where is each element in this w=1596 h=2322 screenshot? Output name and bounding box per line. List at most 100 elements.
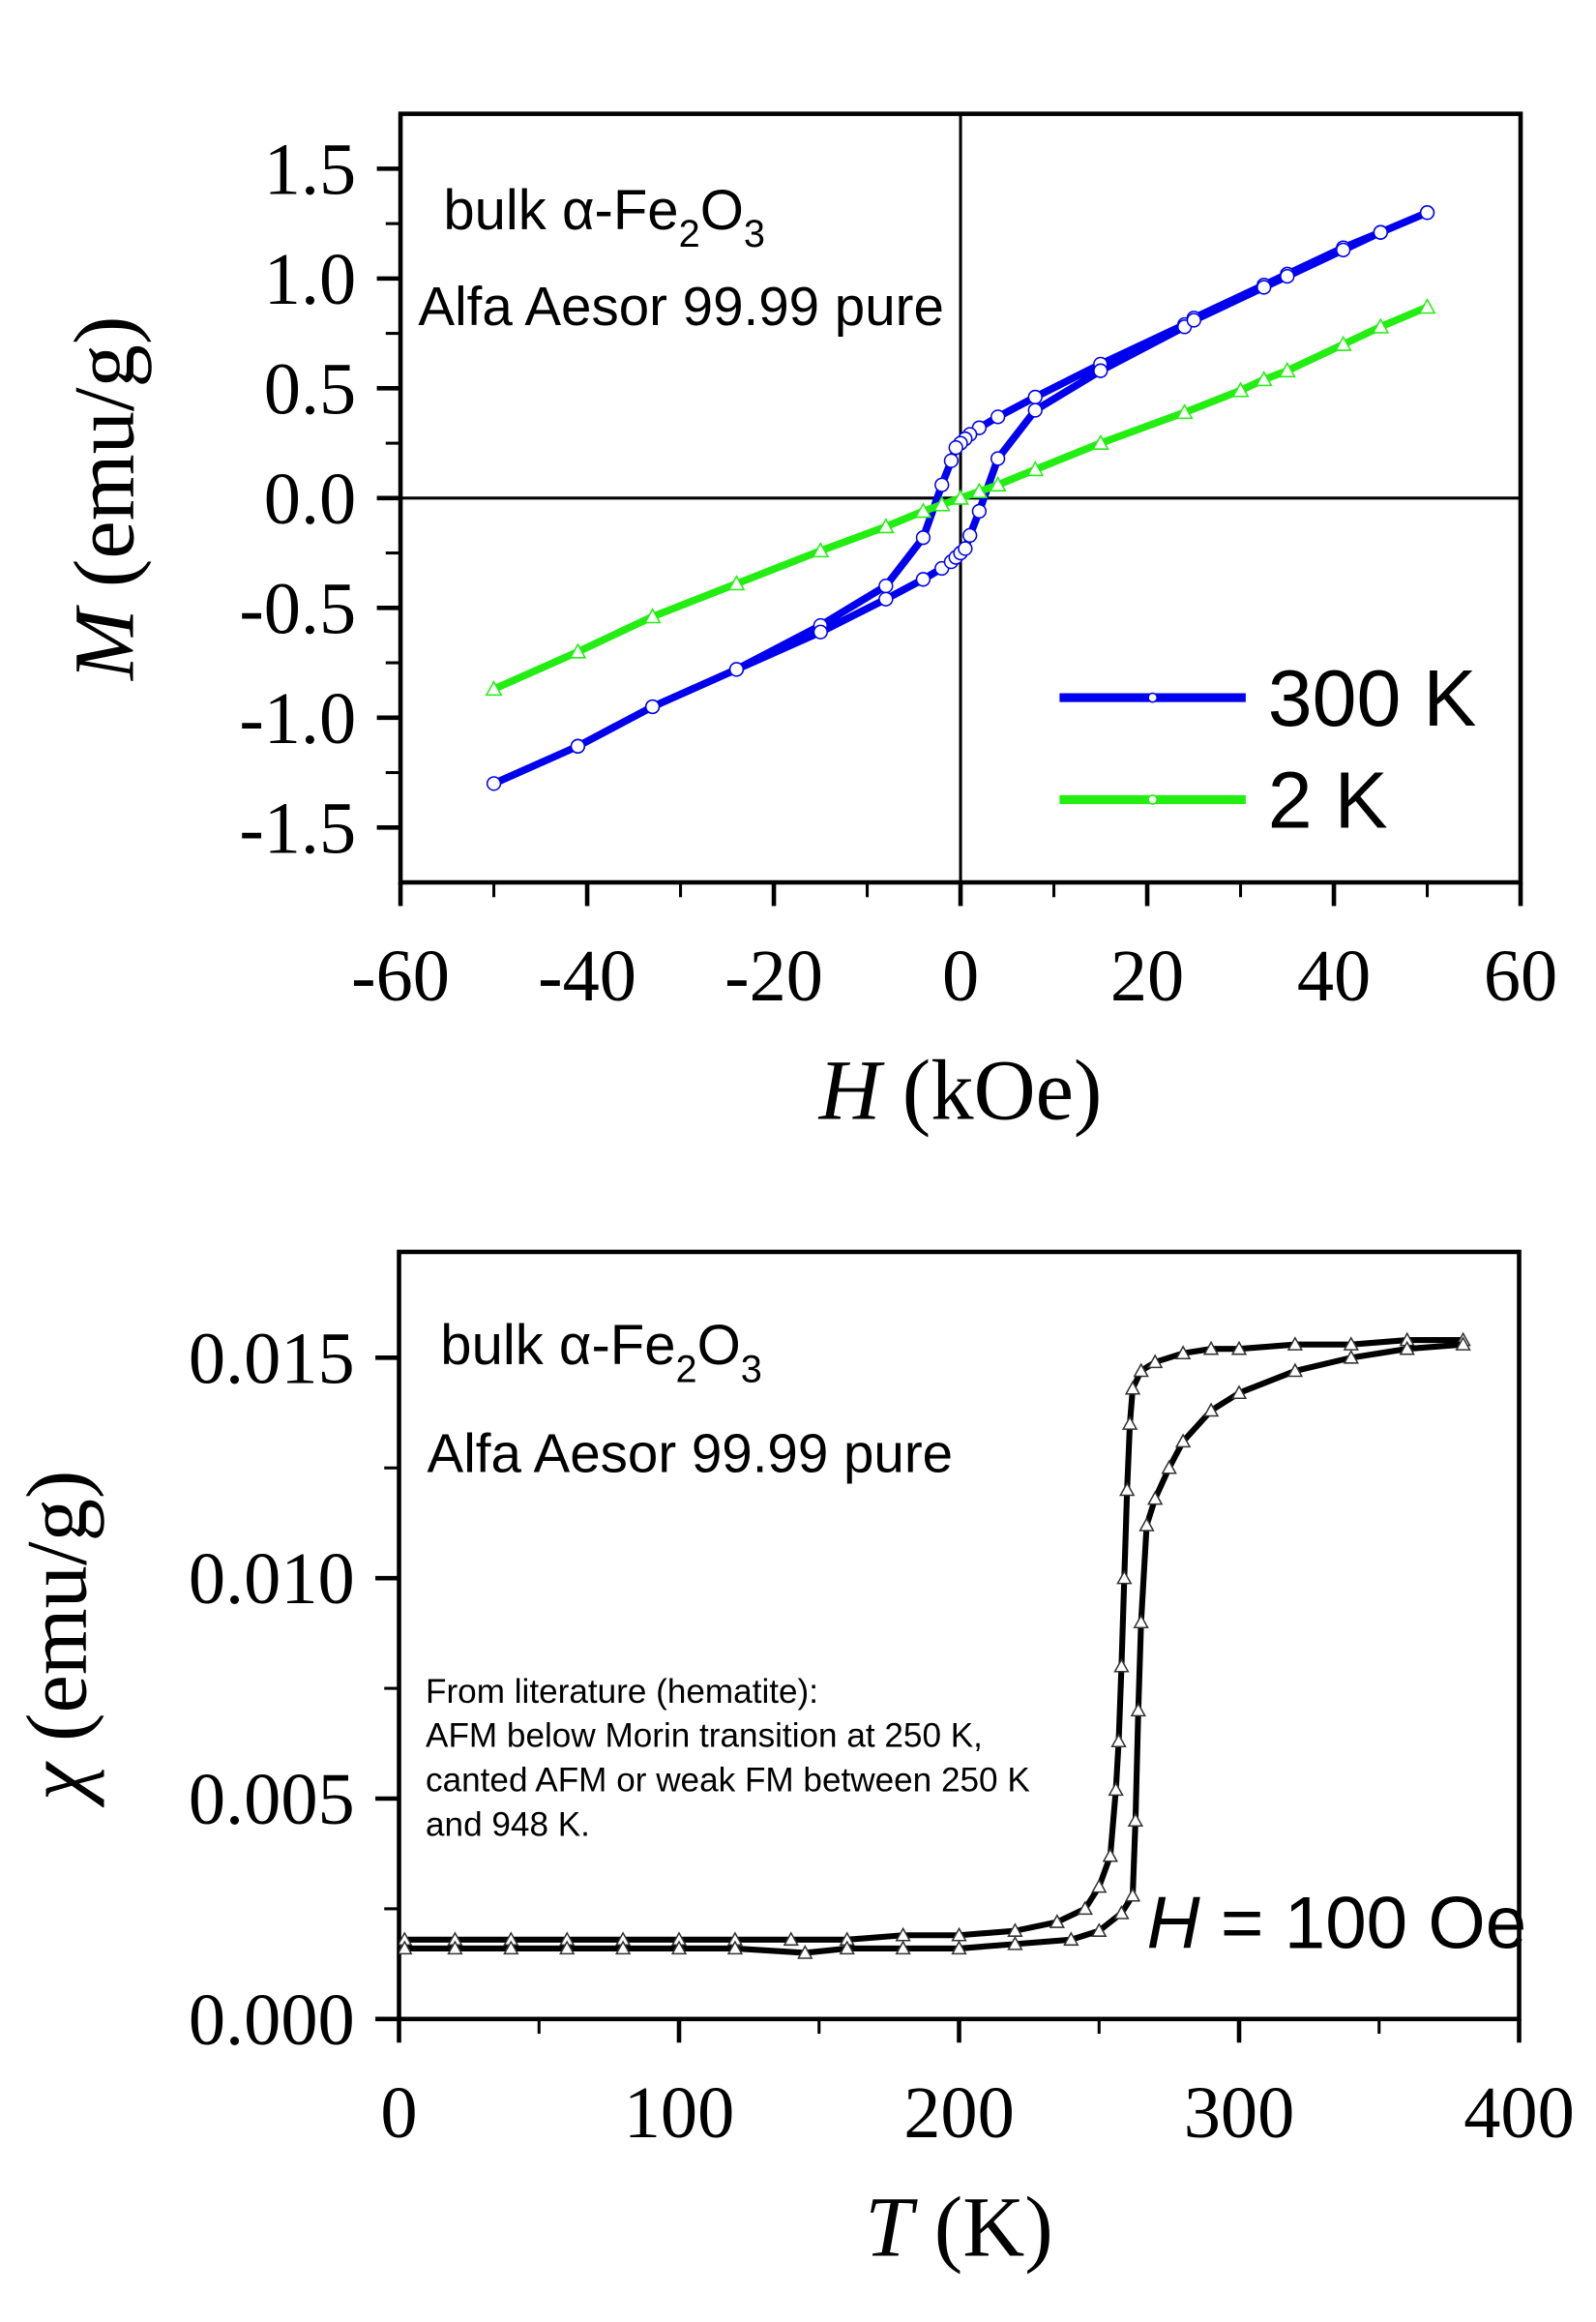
data-point bbox=[970, 482, 989, 498]
data-point bbox=[1202, 1340, 1220, 1355]
data-point bbox=[1455, 1336, 1471, 1351]
data-point bbox=[951, 1940, 967, 1955]
data-point bbox=[1280, 268, 1295, 284]
data-point bbox=[569, 642, 587, 659]
data-point bbox=[1146, 1490, 1164, 1505]
legend-label-1: 2 K bbox=[1268, 757, 1388, 846]
data-point bbox=[1230, 1384, 1248, 1400]
data-point bbox=[1077, 1900, 1093, 1916]
y-tick-label: 0.010 bbox=[189, 1537, 355, 1620]
data-point bbox=[783, 1931, 799, 1947]
data-point bbox=[1116, 1569, 1133, 1585]
data-point bbox=[1418, 298, 1436, 314]
data-point bbox=[1230, 1340, 1248, 1355]
data-point bbox=[1334, 335, 1352, 351]
data-point bbox=[971, 503, 987, 520]
data-point bbox=[1133, 1362, 1149, 1378]
x-tick-label: 200 bbox=[903, 2071, 1015, 2154]
data-point bbox=[948, 439, 963, 456]
data-point bbox=[962, 527, 978, 544]
data-point bbox=[1174, 1433, 1192, 1448]
x-axis-label-symbol: H bbox=[818, 1043, 885, 1138]
data-point bbox=[1093, 363, 1108, 378]
x-tick-label: 400 bbox=[1463, 2071, 1575, 2154]
y-axis-label-symbol: χ bbox=[11, 1761, 105, 1808]
data-point bbox=[1161, 1459, 1177, 1474]
data-point bbox=[895, 1940, 911, 1955]
series-group bbox=[399, 1331, 1471, 1959]
x-tick-label: 100 bbox=[624, 2071, 735, 2154]
data-point bbox=[726, 1940, 744, 1955]
subscript: 2 bbox=[679, 213, 700, 255]
chart-0: -60 -40 -20 0 20 40 60 1.5 1.0 0.5 0.0 -0.5 -1.0 -1.5… bbox=[58, 111, 1557, 1138]
data-point bbox=[1063, 1931, 1079, 1947]
data-point bbox=[1049, 1914, 1066, 1928]
data-point bbox=[1399, 1340, 1415, 1355]
x-tick-label: -20 bbox=[724, 935, 823, 1017]
data-point bbox=[1186, 313, 1201, 328]
data-point bbox=[934, 477, 950, 492]
data-point bbox=[1119, 1481, 1136, 1497]
data-point bbox=[915, 572, 931, 587]
data-point bbox=[1138, 1517, 1155, 1532]
x-axis-label-symbol: T bbox=[865, 2180, 918, 2275]
subscript: 2 bbox=[676, 1348, 697, 1390]
data-point bbox=[1146, 1354, 1164, 1369]
x-axis-label: H (kOe) bbox=[818, 1043, 1103, 1138]
data-point bbox=[958, 541, 973, 556]
data-point bbox=[1026, 461, 1045, 477]
legend-marker-0 bbox=[1147, 692, 1158, 703]
x-axis-label-unit: (kOe) bbox=[881, 1043, 1103, 1138]
subscript: 3 bbox=[744, 213, 765, 255]
data-point bbox=[990, 409, 1006, 425]
data-point bbox=[1373, 224, 1388, 240]
data-point bbox=[915, 530, 931, 546]
data-point bbox=[989, 476, 1007, 492]
data-point bbox=[1110, 1733, 1127, 1748]
x-tick-label: 40 bbox=[1297, 935, 1371, 1017]
x-tick-label: 60 bbox=[1484, 935, 1557, 1017]
literature-note-line: From literature (hematite): bbox=[426, 1673, 818, 1711]
data-point bbox=[1127, 1812, 1144, 1828]
data-point bbox=[503, 1940, 519, 1955]
data-point bbox=[643, 608, 662, 624]
data-point bbox=[447, 1940, 463, 1955]
data-point bbox=[1091, 1922, 1108, 1937]
data-point bbox=[932, 495, 951, 512]
literature-note-line: and 948 K. bbox=[426, 1805, 590, 1843]
sample-label: bulk α-Fe2O3 bbox=[443, 179, 765, 255]
y-tick-label: -1.0 bbox=[239, 677, 356, 759]
data-point bbox=[1419, 205, 1435, 221]
data-point bbox=[1278, 361, 1296, 378]
series-group bbox=[485, 205, 1436, 791]
y-axis-label-symbol: M bbox=[58, 605, 153, 682]
data-point bbox=[878, 578, 894, 594]
data-point bbox=[1286, 1362, 1304, 1378]
data-point bbox=[990, 451, 1006, 466]
y-tick-label: 0.015 bbox=[189, 1317, 355, 1399]
data-point bbox=[1091, 433, 1109, 450]
y-tick-label: 1.0 bbox=[264, 238, 356, 320]
data-point bbox=[1343, 1349, 1359, 1364]
data-point bbox=[1130, 1702, 1146, 1717]
legend-label-0: 300 K bbox=[1268, 654, 1477, 743]
y-axis-label: χ (emu/g) bbox=[11, 1471, 105, 1809]
data-point bbox=[1256, 280, 1272, 295]
data-point bbox=[1091, 1878, 1108, 1893]
data-point bbox=[485, 680, 503, 697]
data-point bbox=[559, 1940, 576, 1955]
data-point bbox=[1231, 381, 1250, 398]
data-point bbox=[1027, 389, 1043, 405]
data-point bbox=[876, 518, 895, 534]
x-axis-label-unit: (K) bbox=[913, 2180, 1053, 2275]
data-point bbox=[813, 624, 828, 640]
y-tick-label: -1.5 bbox=[239, 787, 356, 869]
x-tick-label: 0 bbox=[380, 2071, 417, 2154]
x-tick-label: 300 bbox=[1184, 2071, 1295, 2154]
sample-source: Alfa Aesor 99.99 pure bbox=[418, 276, 944, 337]
data-point bbox=[728, 662, 745, 677]
x-tick-label: -60 bbox=[351, 935, 450, 1017]
y-tick-label: 0.005 bbox=[189, 1758, 355, 1840]
data-point bbox=[1174, 1345, 1192, 1360]
data-point bbox=[399, 1940, 413, 1955]
